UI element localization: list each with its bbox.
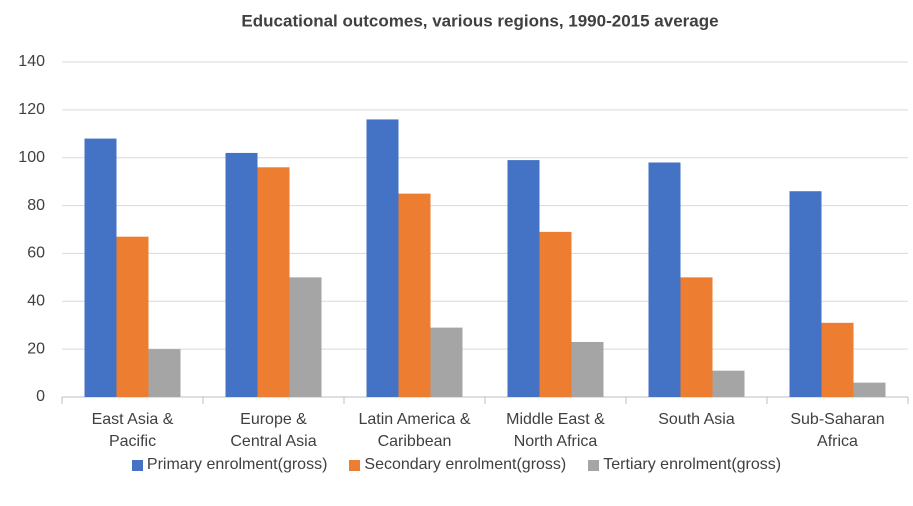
legend-label: Primary enrolment(gross) (146, 456, 328, 473)
y-tick-label: 100 (18, 149, 45, 166)
bar (712, 370, 745, 397)
bar (539, 231, 572, 397)
bar (507, 160, 540, 397)
legend: Primary enrolment(gross) Secondary enrolm… (0, 456, 913, 474)
bar (648, 162, 681, 397)
legend-item: Secondary enrolment(gross) (349, 456, 566, 474)
bar (257, 167, 290, 397)
y-tick-label: 40 (27, 293, 45, 310)
bar (789, 191, 822, 397)
bar (398, 193, 431, 397)
x-tick-label: Europe & Central Asia (230, 411, 317, 450)
bar (84, 138, 117, 398)
x-tick-label: Latin America & Caribbean (358, 411, 471, 450)
y-tick-label: 140 (18, 53, 45, 70)
legend-swatch (131, 459, 143, 471)
bar (680, 277, 713, 397)
x-tick-label: Sub-Saharan Africa (790, 411, 885, 450)
bar (225, 152, 258, 397)
x-tick-label: East Asia & Pacific (91, 411, 174, 450)
bar (366, 119, 399, 397)
bar (148, 349, 181, 397)
legend-item: Primary enrolment(gross) (131, 456, 328, 474)
bar (430, 327, 463, 397)
legend-item: Tertiary enrolment(gross) (588, 456, 781, 474)
y-tick-label: 80 (27, 197, 45, 214)
x-tick-label: Middle East & North Africa (506, 411, 605, 450)
chart-title: Educational outcomes, various regions, 1… (241, 11, 718, 30)
bar (289, 277, 322, 397)
y-tick-label: 0 (36, 388, 45, 405)
bar (571, 341, 604, 397)
legend-label: Tertiary enrolment(gross) (603, 456, 782, 473)
y-tick-label: 60 (27, 245, 45, 262)
bar (853, 382, 886, 397)
legend-label: Secondary enrolment(gross) (364, 456, 567, 473)
x-tick-label: South Asia (658, 411, 735, 428)
legend-swatch (349, 459, 361, 471)
bar (821, 322, 854, 397)
y-tick-label: 120 (18, 101, 45, 118)
legend-swatch (588, 459, 600, 471)
bar (116, 236, 149, 397)
y-tick-label: 20 (27, 340, 45, 357)
